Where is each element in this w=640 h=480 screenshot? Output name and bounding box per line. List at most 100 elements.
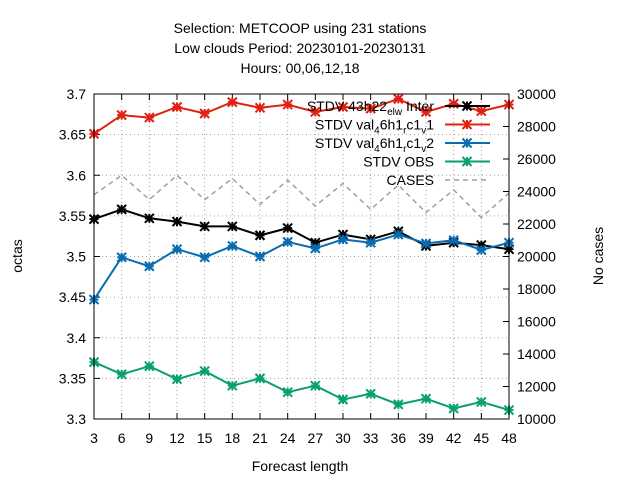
y2-axis-ticks: 10000 12000 14000 16000 18000 20000 22000 24000…	[503, 86, 556, 427]
x-tick-label: 48	[501, 430, 517, 446]
y2-tick-label: 26000	[517, 151, 556, 167]
legend-marker	[461, 137, 473, 149]
series-2-point	[282, 236, 293, 248]
series-line-0	[93, 208, 510, 251]
series-3-point	[254, 373, 266, 384]
series-3-point	[227, 380, 238, 391]
legend-label: STDV 43h22elw Inter	[307, 98, 434, 118]
series-1-point	[282, 99, 293, 110]
x-tick-label: 6	[118, 430, 126, 446]
legend-label: STDV val46h1rc1v1	[315, 117, 434, 137]
series-2-point	[310, 243, 321, 254]
title-line: Hours: 00,06,12,18	[240, 60, 359, 76]
series-line-1	[93, 97, 510, 135]
series-3-point	[393, 399, 404, 410]
x-tick-label: 36	[391, 430, 407, 446]
series-line-4	[93, 174, 510, 219]
x-tick-label: 3	[90, 430, 98, 446]
series-1-point	[227, 96, 238, 108]
legend-marker	[461, 119, 473, 130]
series-2-point	[337, 234, 349, 245]
y-axis-label: octas	[9, 239, 25, 272]
series-3-point	[310, 380, 321, 391]
x-tick-label: 42	[446, 430, 462, 446]
series-3-point	[116, 369, 127, 380]
x-tick-label: 45	[474, 430, 490, 446]
series-2-point	[171, 243, 183, 255]
x-tick-label: 24	[280, 430, 296, 446]
series-2-point	[393, 229, 404, 240]
series-2-point	[254, 251, 266, 262]
series-line-3	[93, 361, 510, 412]
series-0-point	[199, 221, 210, 232]
y-tick-label: 3.7	[67, 86, 87, 102]
y2-tick-label: 22000	[517, 216, 556, 232]
series-3-point	[448, 403, 459, 414]
series-1-point	[310, 106, 321, 118]
series-3-point	[171, 373, 183, 385]
y2-tick-label: 24000	[517, 184, 556, 200]
y2-axis-label: No cases	[590, 227, 606, 285]
title-line: Low clouds Period: 20230101-20230131	[174, 40, 426, 56]
x-tick-label: 27	[308, 430, 324, 446]
legend-label: STDV OBS	[363, 154, 434, 170]
y-tick-label: 3.4	[67, 330, 87, 346]
y2-tick-label: 28000	[517, 119, 556, 135]
series-2-point	[448, 235, 459, 246]
series-0-point	[171, 216, 183, 227]
legend-marker	[461, 100, 473, 112]
y2-tick-label: 10000	[517, 411, 556, 427]
series-1-point	[393, 93, 404, 105]
series-0-point	[144, 213, 155, 224]
y-tick-label: 3.3	[67, 411, 87, 427]
y-tick-label: 3.35	[59, 370, 86, 386]
x-tick-label: 15	[197, 430, 213, 446]
y2-tick-label: 18000	[517, 281, 556, 297]
series-3-point	[199, 365, 210, 377]
y2-tick-label: 16000	[517, 314, 556, 330]
series-line-2	[93, 233, 510, 301]
series-1-point	[476, 105, 487, 117]
x-tick-label: 12	[169, 430, 185, 446]
x-tick-label: 21	[252, 430, 268, 446]
series-1-point	[171, 101, 183, 113]
x-axis-ticks: 3 6 9 12 15 18 21 24 27 30 33 36 39 42 45 48	[90, 94, 517, 446]
x-axis-label: Forecast length	[252, 458, 349, 474]
series-2-point	[144, 261, 155, 272]
y-tick-label: 3.65	[59, 127, 86, 143]
series-3-point	[420, 393, 432, 404]
series-2-point	[199, 252, 210, 263]
series-2-point	[420, 238, 432, 249]
y2-tick-label: 20000	[517, 249, 556, 265]
y-tick-label: 3.45	[59, 289, 86, 305]
plot-frame	[93, 93, 510, 420]
series-1-point	[365, 103, 376, 114]
series-1-point	[116, 109, 127, 121]
series-0-point	[282, 222, 293, 234]
series-2-point	[116, 252, 127, 263]
series-3-point	[365, 388, 376, 400]
legend-label: STDV val46h1rc1v2	[315, 135, 434, 155]
chart-title: Selection: METCOOP using 231 stations Low…	[174, 20, 427, 76]
x-tick-label: 18	[225, 430, 241, 446]
y2-tick-label: 30000	[517, 86, 556, 102]
series-2-point	[365, 237, 376, 248]
x-tick-label: 39	[418, 430, 434, 446]
x-tick-label: 9	[145, 430, 153, 446]
series-0-point	[116, 204, 127, 215]
y2-tick-label: 14000	[517, 346, 556, 362]
y-tick-label: 3.55	[59, 208, 86, 224]
y2-tick-label: 12000	[517, 379, 556, 395]
y-tick-label: 3.6	[67, 167, 87, 183]
legend-marker	[461, 156, 473, 167]
legend-label: CASES	[387, 172, 434, 188]
series-1-point	[337, 101, 349, 113]
y-axis-ticks: 3.3 3.35 3.4 3.45 3.5 3.55 3.6 3.65 3.7	[59, 86, 100, 427]
series-0-point	[227, 221, 238, 232]
series-2-point	[227, 240, 238, 252]
x-tick-label: 30	[335, 430, 351, 446]
series-1-point	[254, 102, 266, 114]
y-tick-label: 3.5	[67, 249, 87, 265]
